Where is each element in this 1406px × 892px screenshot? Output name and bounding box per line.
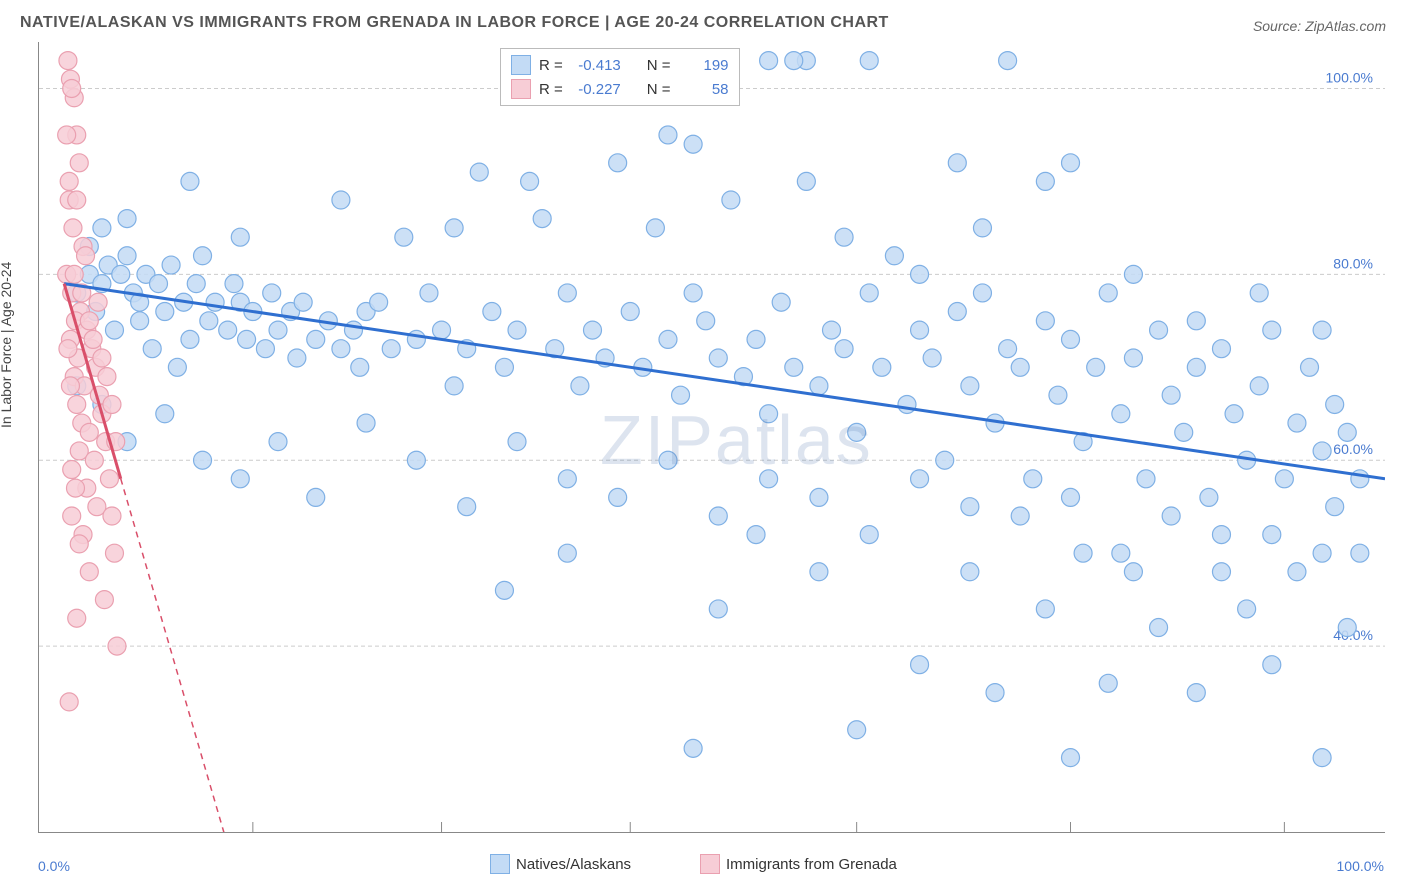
x-tick-100: 100.0%	[1337, 858, 1384, 874]
legend-swatch	[700, 854, 720, 874]
source-label: Source: ZipAtlas.com	[1253, 18, 1386, 34]
svg-text:60.0%: 60.0%	[1333, 441, 1373, 457]
legend-r-label: R =	[539, 81, 563, 98]
chart-title: NATIVE/ALASKAN VS IMMIGRANTS FROM GRENAD…	[20, 14, 889, 32]
legend-item-immigrants: Immigrants from Grenada	[700, 854, 897, 874]
legend-n-label: N =	[647, 57, 671, 74]
legend-item-natives: Natives/Alaskans	[490, 854, 631, 874]
legend-r-label: R =	[539, 57, 563, 74]
svg-text:80.0%: 80.0%	[1333, 255, 1373, 271]
legend-r-value: -0.227	[571, 81, 621, 98]
legend-swatch	[490, 854, 510, 874]
y-axis-label: In Labor Force | Age 20-24	[0, 262, 14, 428]
scatter-plot: 40.0%60.0%80.0%100.0%	[38, 42, 1385, 833]
legend-r-value: -0.413	[571, 57, 621, 74]
legend-swatch	[511, 79, 531, 99]
legend-swatch	[511, 55, 531, 75]
legend-stat-row: R = -0.227 N = 58	[511, 77, 729, 101]
x-tick-0: 0.0%	[38, 858, 70, 874]
legend-n-label: N =	[647, 81, 671, 98]
correlation-legend: R = -0.413 N = 199 R = -0.227 N = 58	[500, 48, 740, 106]
legend-n-value: 58	[679, 81, 729, 98]
legend-stat-row: R = -0.413 N = 199	[511, 53, 729, 77]
legend-label: Natives/Alaskans	[516, 856, 631, 873]
svg-text:100.0%: 100.0%	[1326, 69, 1373, 85]
legend-label: Immigrants from Grenada	[726, 856, 897, 873]
legend-n-value: 199	[679, 57, 729, 74]
chart-container: NATIVE/ALASKAN VS IMMIGRANTS FROM GRENAD…	[0, 0, 1406, 892]
